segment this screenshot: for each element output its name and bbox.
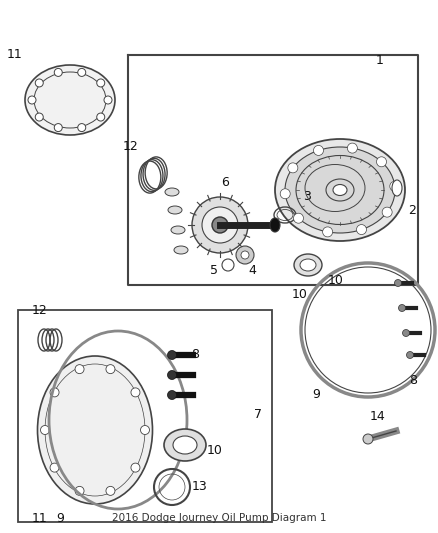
Circle shape — [323, 227, 332, 237]
Text: 5: 5 — [210, 263, 218, 277]
Circle shape — [403, 329, 410, 336]
Text: 14: 14 — [370, 410, 386, 424]
Circle shape — [106, 487, 115, 495]
Circle shape — [54, 124, 62, 132]
Circle shape — [377, 157, 386, 167]
Ellipse shape — [270, 218, 280, 232]
Circle shape — [293, 213, 304, 223]
Text: 11: 11 — [7, 49, 23, 61]
Circle shape — [75, 365, 84, 374]
Ellipse shape — [173, 436, 197, 454]
Circle shape — [192, 197, 248, 253]
Circle shape — [78, 124, 86, 132]
Ellipse shape — [171, 226, 185, 234]
Circle shape — [212, 217, 228, 233]
Text: 10: 10 — [207, 443, 223, 456]
Text: 1: 1 — [376, 53, 384, 67]
Circle shape — [104, 96, 112, 104]
Text: 10: 10 — [328, 273, 344, 287]
Circle shape — [406, 351, 413, 359]
Text: 11: 11 — [32, 512, 48, 524]
Circle shape — [131, 463, 140, 472]
Circle shape — [141, 425, 149, 434]
Circle shape — [40, 425, 49, 434]
Circle shape — [167, 391, 177, 400]
Text: 4: 4 — [248, 263, 256, 277]
Circle shape — [288, 163, 298, 173]
Circle shape — [167, 351, 177, 359]
Circle shape — [35, 113, 43, 121]
Text: 2: 2 — [408, 204, 416, 216]
Text: 10: 10 — [292, 288, 308, 302]
Circle shape — [241, 251, 249, 259]
Ellipse shape — [168, 206, 182, 214]
Circle shape — [363, 434, 373, 444]
Circle shape — [280, 189, 290, 199]
Text: 12: 12 — [32, 303, 48, 317]
Circle shape — [202, 207, 238, 243]
Text: 6: 6 — [221, 176, 229, 190]
Circle shape — [314, 146, 324, 156]
Circle shape — [75, 487, 84, 495]
Ellipse shape — [333, 184, 347, 196]
Text: 8: 8 — [191, 349, 199, 361]
Ellipse shape — [174, 246, 188, 254]
Ellipse shape — [392, 180, 402, 196]
Circle shape — [167, 370, 177, 379]
Circle shape — [390, 181, 400, 191]
Ellipse shape — [164, 429, 206, 461]
Circle shape — [54, 68, 62, 76]
Ellipse shape — [165, 188, 179, 196]
Circle shape — [78, 68, 86, 76]
Text: 2016 Dodge Journey Oil Pump Diagram 1: 2016 Dodge Journey Oil Pump Diagram 1 — [112, 513, 326, 523]
Text: 13: 13 — [192, 481, 208, 494]
Ellipse shape — [38, 356, 152, 504]
Ellipse shape — [25, 65, 115, 135]
Circle shape — [347, 143, 357, 153]
Bar — [18, 310, 272, 522]
Circle shape — [236, 246, 254, 264]
Text: 8: 8 — [409, 374, 417, 386]
Circle shape — [97, 79, 105, 87]
Circle shape — [35, 79, 43, 87]
Text: 9: 9 — [312, 389, 320, 401]
Circle shape — [50, 388, 59, 397]
Circle shape — [106, 365, 115, 374]
Circle shape — [382, 207, 392, 217]
Circle shape — [50, 463, 59, 472]
Text: 9: 9 — [56, 512, 64, 524]
Ellipse shape — [294, 254, 322, 276]
Circle shape — [131, 388, 140, 397]
Circle shape — [97, 113, 105, 121]
Text: 7: 7 — [254, 408, 262, 422]
Circle shape — [28, 96, 36, 104]
Circle shape — [395, 279, 402, 287]
Ellipse shape — [275, 139, 405, 241]
Text: 12: 12 — [123, 141, 139, 154]
Circle shape — [399, 304, 406, 311]
Ellipse shape — [285, 147, 395, 233]
Ellipse shape — [300, 259, 316, 271]
Circle shape — [357, 224, 367, 235]
Text: 3: 3 — [303, 190, 311, 204]
